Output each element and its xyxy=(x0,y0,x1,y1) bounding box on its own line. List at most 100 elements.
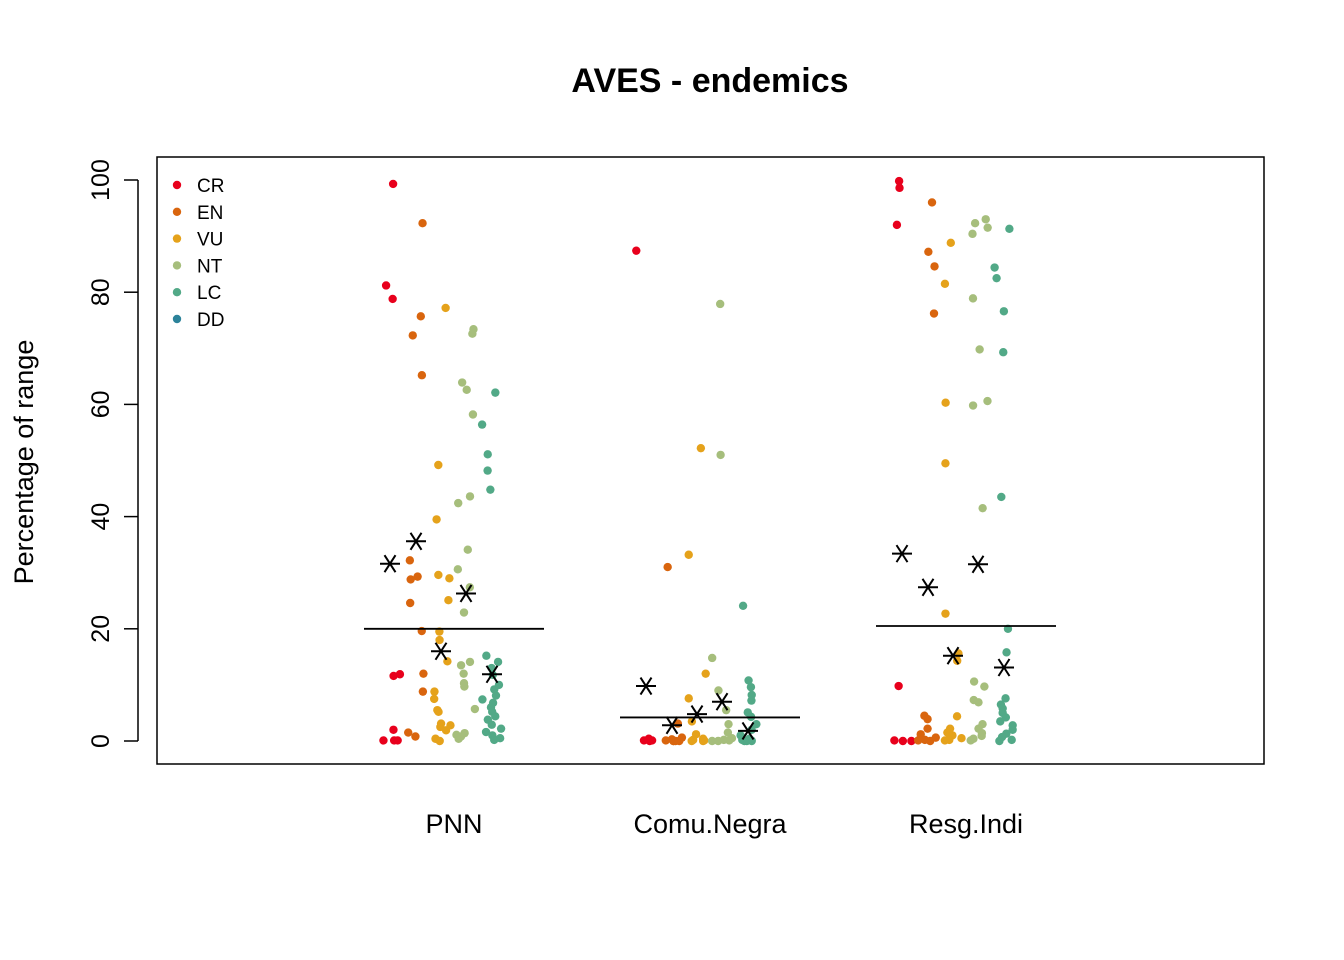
series-mean-marker xyxy=(994,658,1014,677)
data-point xyxy=(898,736,908,746)
data-point xyxy=(996,717,1005,726)
data-point xyxy=(669,736,678,746)
data-point xyxy=(957,733,966,743)
data-point xyxy=(481,727,491,737)
y-tick-label: 0 xyxy=(87,734,115,748)
marker-stroke xyxy=(946,646,960,665)
data-point xyxy=(418,687,428,696)
marker-stroke xyxy=(665,716,679,735)
data-point xyxy=(411,732,420,741)
marker-stroke xyxy=(971,555,985,574)
series-mean-marker xyxy=(482,665,502,684)
data-point xyxy=(434,460,443,470)
data-point xyxy=(974,698,983,707)
data-point xyxy=(923,714,932,724)
data-point xyxy=(925,736,935,746)
data-point xyxy=(713,736,723,746)
data-point xyxy=(405,598,415,608)
data-point xyxy=(454,734,463,743)
data-point xyxy=(1001,694,1010,703)
data-point xyxy=(389,736,399,745)
data-point xyxy=(465,492,475,501)
data-point xyxy=(395,670,405,679)
legend-marker xyxy=(172,180,182,190)
data-point xyxy=(388,294,397,304)
data-point xyxy=(1007,735,1016,745)
marker-stroke xyxy=(715,692,729,711)
data-point xyxy=(445,574,454,583)
data-point xyxy=(413,572,422,581)
data-point xyxy=(388,179,398,189)
data-point xyxy=(418,218,427,228)
series-mean-marker xyxy=(456,584,476,603)
data-point xyxy=(434,570,443,580)
data-point xyxy=(435,635,444,645)
legend-label: DD xyxy=(197,310,224,331)
data-point xyxy=(441,726,451,735)
data-point xyxy=(978,503,987,513)
data-point xyxy=(444,595,453,605)
x-category-label: PNN xyxy=(425,809,482,839)
data-point xyxy=(441,303,450,313)
data-point xyxy=(477,420,487,429)
data-point xyxy=(966,736,975,745)
data-point xyxy=(478,695,487,704)
marker-stroke xyxy=(485,665,499,684)
legend-marker xyxy=(172,288,182,297)
data-point xyxy=(491,712,500,721)
data-point xyxy=(465,657,475,667)
data-point xyxy=(462,385,471,395)
y-tick-label: 80 xyxy=(87,278,115,306)
data-point xyxy=(999,307,1009,316)
data-point xyxy=(696,443,706,453)
y-tick-label: 60 xyxy=(87,390,115,418)
data-point xyxy=(929,309,939,318)
data-point xyxy=(738,601,748,610)
data-point xyxy=(661,736,671,745)
data-point xyxy=(493,657,503,667)
marker-stroke xyxy=(997,658,1011,677)
data-point xyxy=(459,669,468,678)
legend-marker xyxy=(172,261,182,270)
data-point xyxy=(894,176,904,186)
marker-stroke xyxy=(434,642,448,661)
series-mean-marker xyxy=(662,716,682,735)
data-point xyxy=(454,498,463,508)
series-mean-marker xyxy=(738,721,758,740)
data-point xyxy=(724,736,734,745)
data-point xyxy=(724,719,733,729)
data-point xyxy=(404,728,413,737)
data-point xyxy=(930,262,939,271)
data-point xyxy=(968,401,978,410)
series-mean-marker xyxy=(712,692,732,711)
y-tick-label: 40 xyxy=(87,503,115,531)
data-point xyxy=(456,661,466,670)
legend-label: CR xyxy=(197,176,224,197)
data-point xyxy=(924,247,933,257)
data-point xyxy=(459,608,469,617)
data-point xyxy=(990,263,999,272)
data-point xyxy=(687,736,696,746)
data-point xyxy=(701,669,710,678)
data-point xyxy=(632,246,641,255)
data-point xyxy=(927,198,937,207)
data-point xyxy=(483,466,492,475)
data-point xyxy=(489,735,499,745)
data-point xyxy=(468,329,477,338)
data-point xyxy=(707,653,717,663)
legend: CR EN VU NT LC DD xyxy=(172,176,224,331)
data-point xyxy=(487,720,496,729)
series-mean-marker xyxy=(636,676,656,696)
series-mean-marker xyxy=(431,642,451,661)
legend-label: NT xyxy=(197,256,223,277)
data-point xyxy=(389,725,398,734)
data-point xyxy=(747,696,756,705)
data-point xyxy=(716,450,725,460)
series-mean-marker xyxy=(968,555,988,574)
data-point xyxy=(453,565,463,574)
series-mean-marker xyxy=(380,554,400,573)
series-mean-marker xyxy=(687,705,707,724)
plot-frame xyxy=(156,156,1265,765)
marker-stroke xyxy=(639,676,653,696)
y-axis-label: Percentage of range xyxy=(9,340,39,585)
